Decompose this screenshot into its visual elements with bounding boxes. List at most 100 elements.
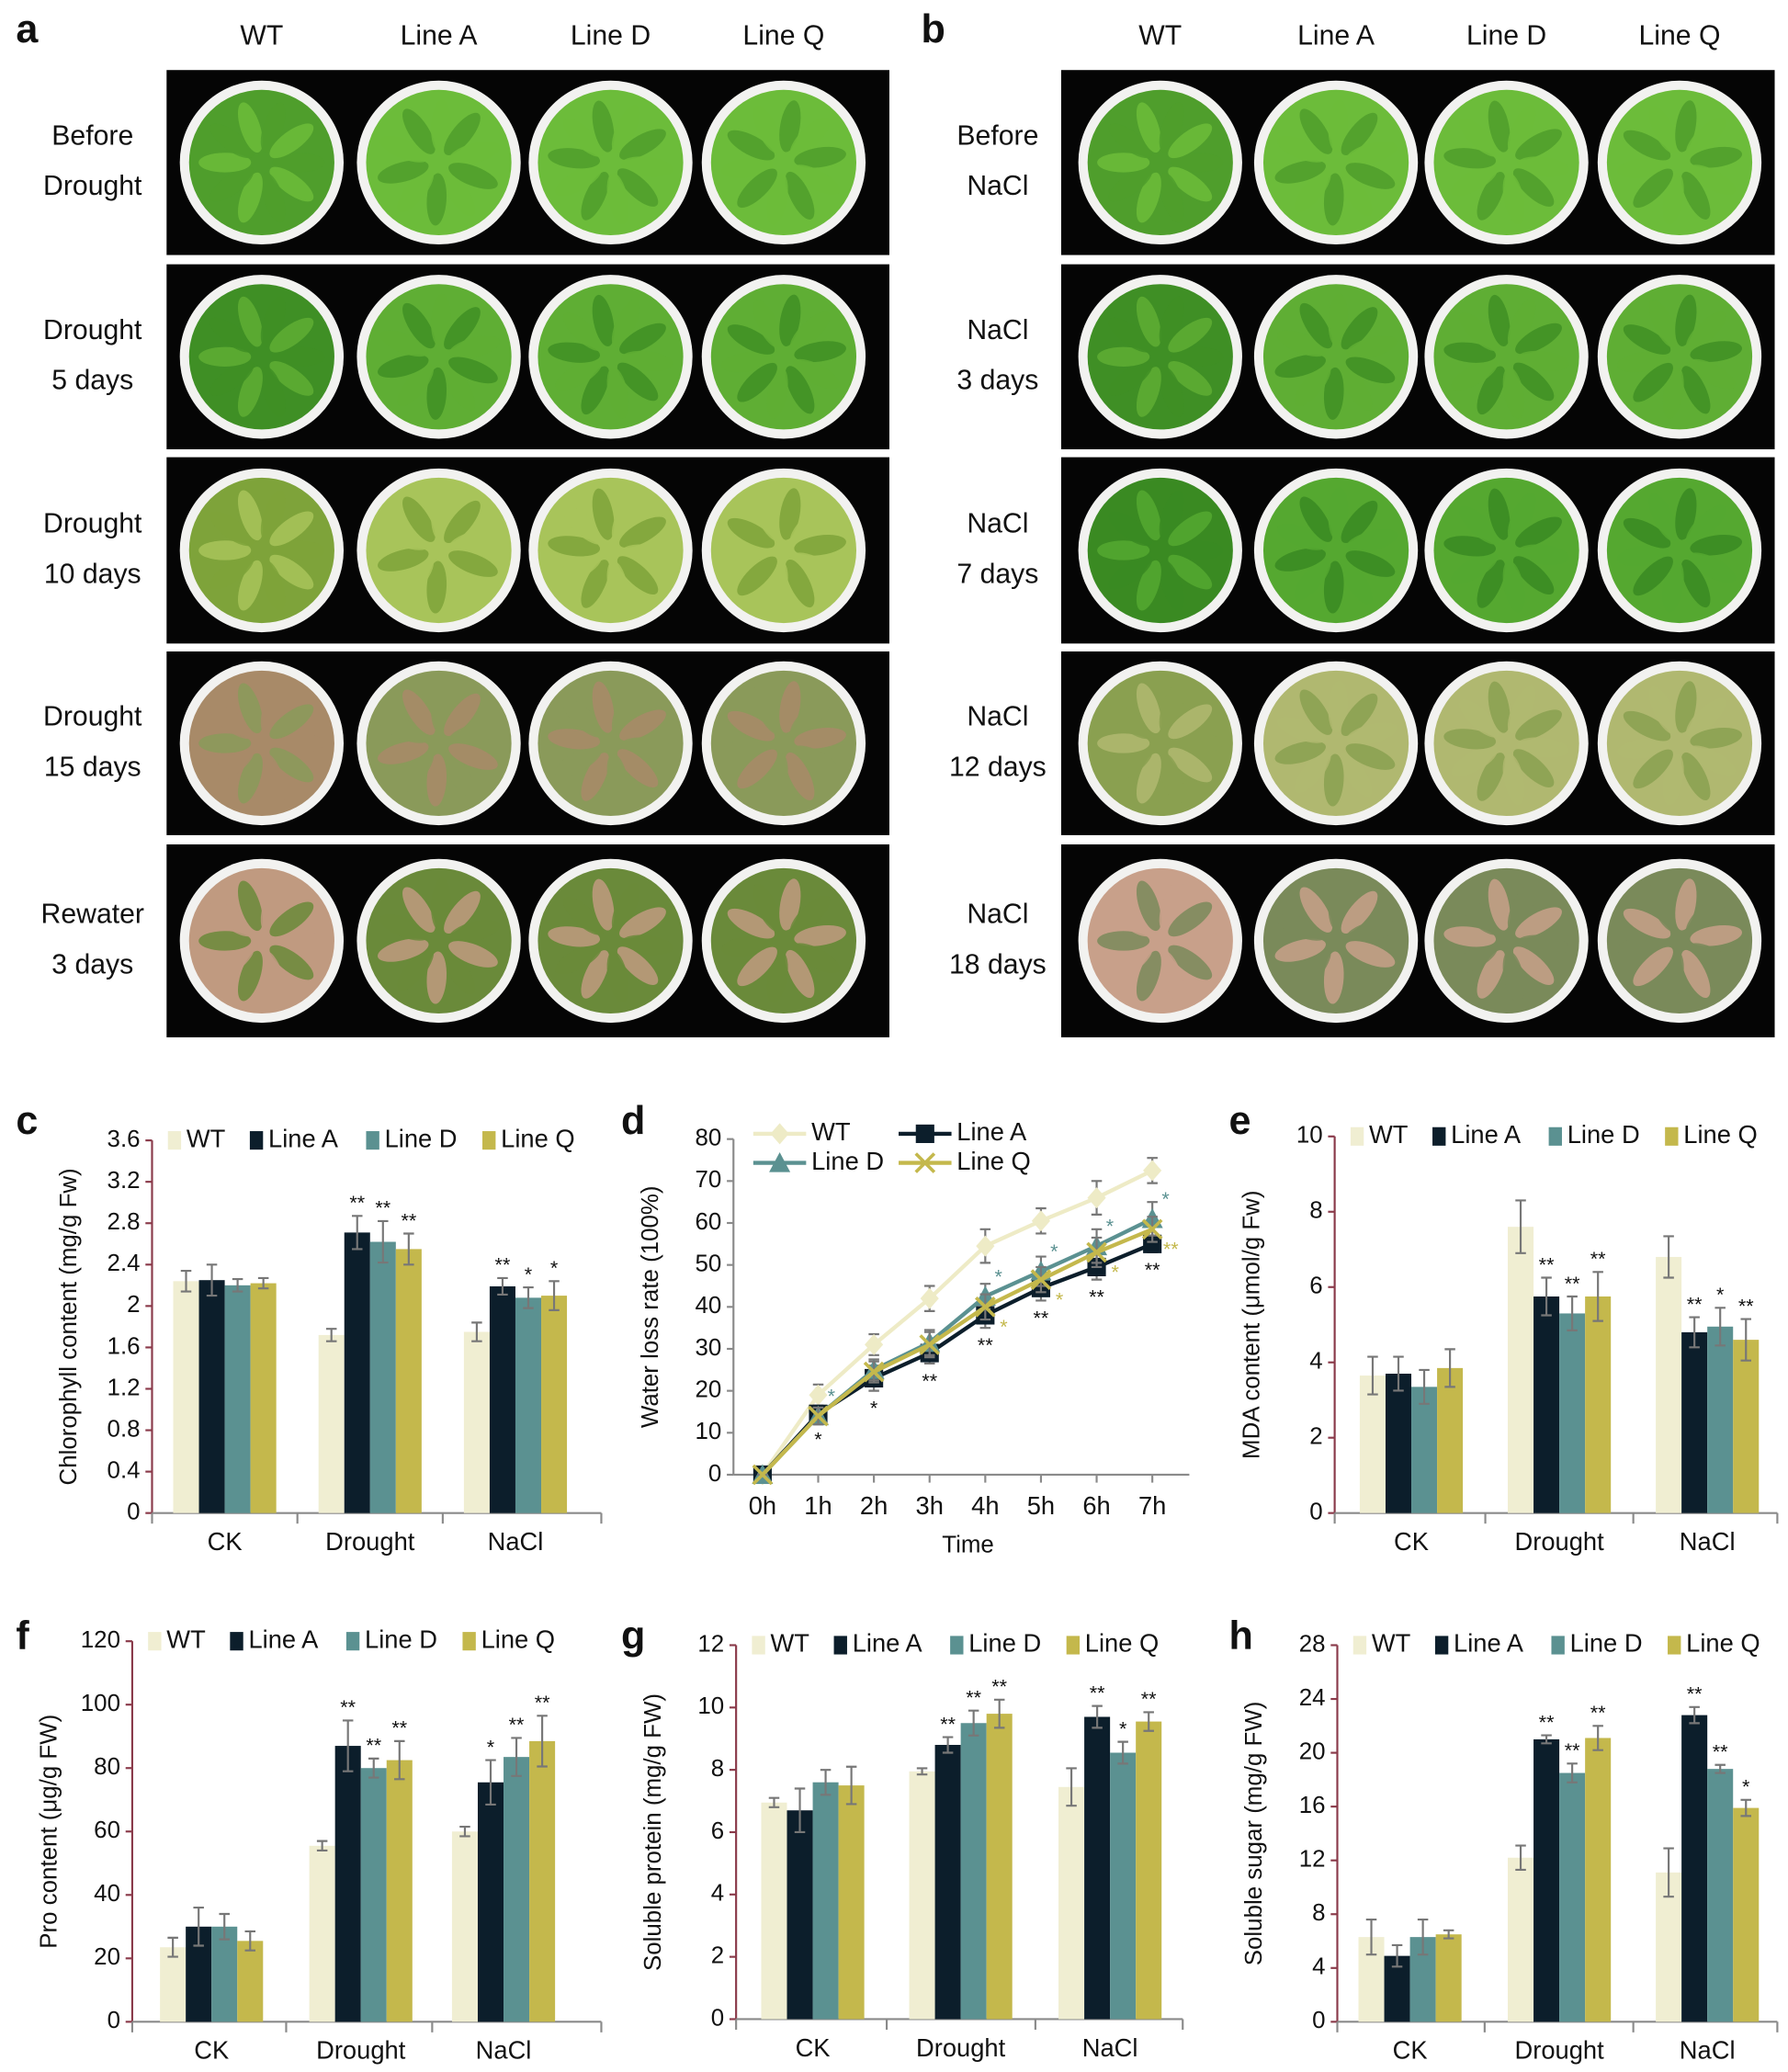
error-bar (1663, 1847, 1674, 1898)
error-bar (1417, 1919, 1429, 1956)
y-tick-label: 2.4 (108, 1251, 141, 1276)
leaf (448, 163, 498, 189)
leaf (1515, 323, 1562, 355)
leaf (592, 100, 615, 153)
x-tick-label: 6h (1082, 1491, 1110, 1520)
leaf (1323, 951, 1344, 1004)
leaf (548, 926, 601, 947)
leaf (1346, 920, 1398, 944)
error-bar (1714, 1307, 1726, 1347)
leaf (1633, 946, 1673, 987)
leaf (1168, 945, 1213, 980)
x-tick-label: NaCl (1680, 1527, 1736, 1556)
error-bar (1592, 1271, 1603, 1322)
leaf (1648, 493, 1679, 542)
leaf (1477, 172, 1506, 221)
leaf (442, 365, 476, 411)
x-tick-label: NaCl (488, 1527, 544, 1556)
leaf (785, 171, 815, 220)
row-label: 3 days (956, 366, 1038, 396)
error-bar (257, 1276, 269, 1290)
leaf (1168, 554, 1213, 590)
leaf (237, 367, 263, 417)
leaf (611, 299, 640, 348)
leaf (1136, 367, 1161, 417)
leaf (1515, 129, 1562, 161)
marker (914, 1152, 936, 1173)
leaf (269, 747, 314, 783)
leaf (448, 920, 501, 944)
leaf (237, 683, 263, 734)
column-label: Line D (571, 20, 651, 51)
leaf (1648, 883, 1679, 932)
significance: * (995, 1264, 1003, 1287)
leaf (1451, 164, 1499, 197)
y-tick-label: 0.8 (108, 1416, 141, 1442)
leaf (1108, 511, 1153, 547)
leaf (592, 294, 615, 347)
row-label: NaCl (967, 171, 1028, 201)
leaf (1108, 901, 1153, 937)
significance: ** (940, 1712, 956, 1735)
error-bar (471, 1321, 482, 1342)
leaf (1616, 545, 1669, 566)
leaf (794, 341, 846, 362)
leaf (548, 148, 601, 169)
leaf (1515, 709, 1562, 742)
leaf (1299, 887, 1333, 933)
x-tick-label: Drought (316, 2036, 406, 2065)
significance: ** (349, 1191, 365, 1214)
error-bar (1592, 1725, 1603, 1751)
significance: ** (1565, 1738, 1580, 1761)
leaf (720, 935, 774, 957)
leaf (237, 102, 263, 153)
leaf (606, 367, 629, 419)
leaf (1345, 743, 1396, 770)
legend-label: Line D (1567, 1120, 1640, 1149)
leaf (198, 733, 252, 753)
x-tick-label: Drought (1515, 1527, 1605, 1556)
leaf (1299, 108, 1333, 154)
leaf (1159, 102, 1184, 153)
y-axis-label: Water loss rate (100%) (638, 1185, 663, 1428)
leaf (237, 490, 263, 541)
leaf (555, 552, 602, 584)
y-axis-label: Soluble sugar (mg/g FW) (1241, 1702, 1267, 1966)
marker (1031, 1210, 1051, 1232)
leaf (1345, 941, 1396, 968)
leaf (1616, 935, 1669, 957)
leaf (1477, 366, 1506, 415)
y-tick-label: 20 (696, 1376, 722, 1402)
leaf (562, 896, 605, 935)
error-bar (206, 1263, 218, 1297)
leaf (1685, 895, 1726, 935)
bar (1508, 1227, 1534, 1513)
bar (1437, 1367, 1464, 1513)
leaf (720, 738, 774, 759)
leaf (444, 307, 481, 350)
leaf (1276, 330, 1327, 357)
marker (920, 1287, 939, 1309)
leaf (1688, 745, 1737, 776)
significance: ** (1090, 1681, 1105, 1704)
leaf (209, 945, 255, 980)
leaf (237, 880, 263, 932)
legend-swatch (1350, 1127, 1364, 1146)
legend-label: WT (166, 1625, 206, 1653)
leaf (1451, 359, 1499, 391)
leaf (209, 511, 255, 547)
y-tick-label: 0 (127, 1500, 140, 1525)
leaf (1507, 685, 1536, 734)
leaf (431, 487, 451, 540)
error-bar (180, 1269, 192, 1293)
x-tick-label: Drought (325, 1527, 415, 1556)
leaf (237, 753, 263, 804)
leaf (794, 146, 846, 168)
leaf (198, 346, 252, 367)
y-tick-label: 0 (108, 2008, 120, 2033)
leaf (737, 168, 777, 209)
leaf (792, 164, 841, 196)
leaf (272, 540, 325, 560)
leaf (1339, 365, 1373, 411)
bar (1559, 1313, 1586, 1513)
